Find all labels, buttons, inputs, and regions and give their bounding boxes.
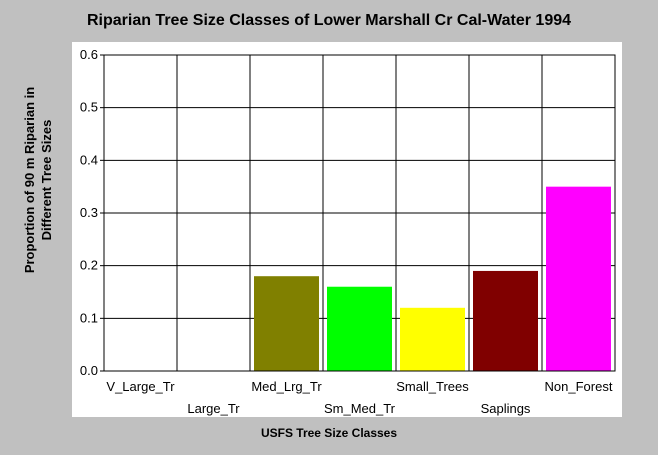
bar-sm-med-tr — [327, 286, 392, 371]
y-tick-label: 0.4 — [80, 152, 98, 167]
y-tick-label: 0.3 — [80, 205, 98, 220]
y-tick-label: 0.0 — [80, 363, 98, 378]
bar-saplings — [473, 270, 538, 371]
x-axis-label: USFS Tree Size Classes — [260, 426, 398, 440]
bar-small-trees — [400, 307, 465, 371]
y-tick-label: 0.5 — [80, 100, 98, 115]
y-tick-label: 0.2 — [80, 258, 98, 273]
bar-med-lrg-tr — [254, 276, 319, 371]
y-tick-label: 0.1 — [80, 310, 98, 325]
x-tick-label: Sm_Med_Tr — [324, 401, 396, 416]
x-tick-label: Med_Lrg_Tr — [251, 379, 322, 394]
y-tick-label: 0.6 — [80, 47, 98, 62]
x-tick-label: Non_Forest — [545, 379, 613, 394]
x-tick-label: Saplings — [481, 401, 531, 416]
plot-frame — [103, 54, 616, 372]
chart-title: Riparian Tree Size Classes of Lower Mars… — [86, 12, 572, 29]
bar-non-forest — [546, 186, 611, 371]
x-tick-label: Large_Tr — [187, 401, 240, 416]
x-tick-label: V_Large_Tr — [106, 379, 175, 394]
x-tick-label: Small_Trees — [396, 379, 469, 394]
